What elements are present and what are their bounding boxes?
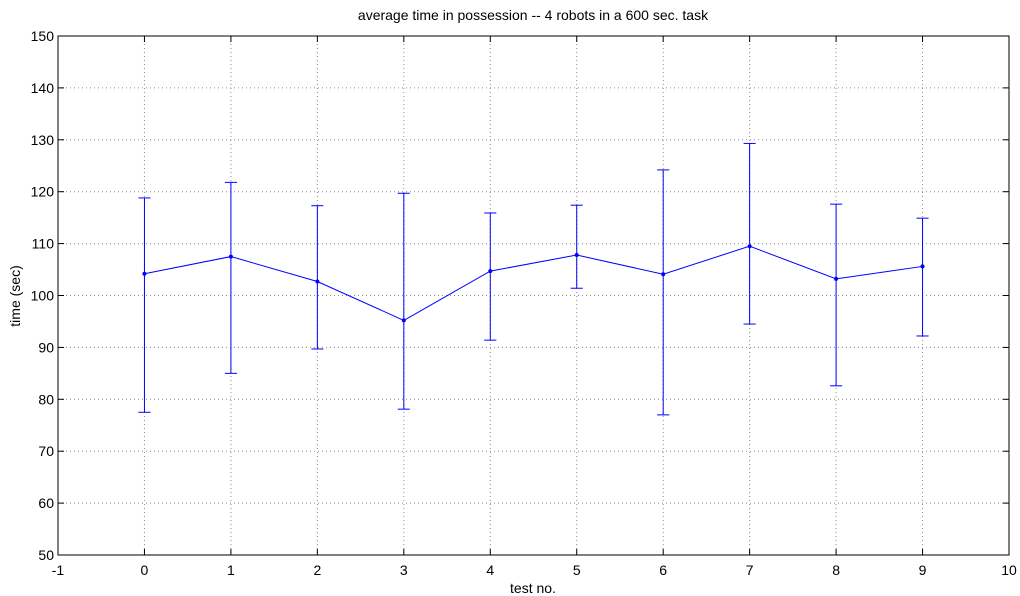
axis-ticks: [57, 35, 1010, 556]
x-tick-label: 3: [400, 562, 408, 578]
y-tick-label: 50: [38, 547, 54, 563]
y-tick-label: 100: [31, 288, 55, 304]
grid-lines: [58, 36, 1009, 555]
x-tick-label: 9: [919, 562, 927, 578]
chart-title: average time in possession -- 4 robots i…: [358, 7, 709, 23]
data-point: [574, 253, 579, 258]
x-tick-label: 2: [313, 562, 321, 578]
y-tick-label: 150: [31, 28, 55, 44]
x-tick-label: 10: [1001, 562, 1017, 578]
y-tick-label: 70: [38, 443, 54, 459]
x-tick-label: 6: [659, 562, 667, 578]
y-tick-label: 120: [31, 184, 55, 200]
y-tick-label: 140: [31, 80, 55, 96]
x-tick-label: 8: [832, 562, 840, 578]
data-point: [920, 264, 925, 269]
x-tick-label: 5: [573, 562, 581, 578]
y-tick-label: 90: [38, 339, 54, 355]
y-tick-label: 110: [32, 236, 55, 252]
y-axis-title: time (sec): [7, 265, 23, 326]
series-line: [144, 245, 923, 321]
data-series: [138, 142, 929, 416]
x-tick-label: 4: [486, 562, 494, 578]
x-tick-labels: -1 0 1 2 3 4 5 6 7 8 9 10: [52, 562, 1017, 578]
data-point: [401, 318, 406, 323]
data-point: [315, 279, 320, 284]
x-axis-title: test no.: [510, 580, 556, 596]
data-point: [747, 244, 752, 249]
x-tick-label: 0: [141, 562, 149, 578]
data-point: [488, 269, 493, 274]
data-point: [228, 254, 233, 259]
x-tick-label: 7: [746, 562, 754, 578]
data-point: [142, 271, 147, 276]
y-tick-label: 130: [31, 132, 55, 148]
x-tick-label: -1: [52, 562, 65, 578]
x-tick-label: 1: [227, 562, 235, 578]
y-tick-label: 60: [38, 495, 54, 511]
data-point: [834, 276, 839, 281]
y-tick-labels: 50 60 70 80 90 100 110 120 130 140 150: [31, 28, 55, 563]
data-point: [661, 272, 666, 277]
y-tick-label: 80: [38, 391, 54, 407]
